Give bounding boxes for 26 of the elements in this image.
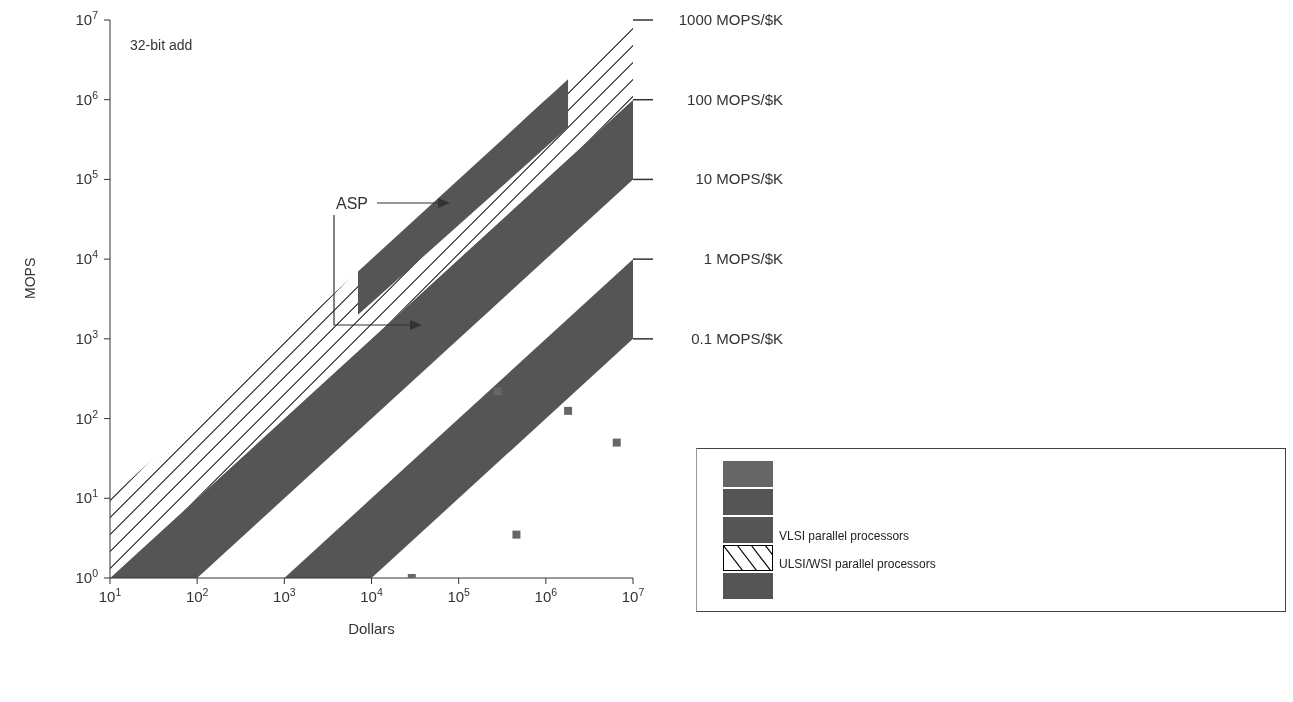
y-tick-label: 10$^{2}$ xyxy=(75,407,99,427)
y-tick-label: 10$^{1}$ xyxy=(75,487,99,507)
text: 1000 MOPS/$K xyxy=(678,11,783,28)
legend-label: ULSI/WSI parallel processors xyxy=(779,557,936,571)
annotation: 32-bit add xyxy=(130,37,193,53)
x-tick-label: 10$^{5}$ xyxy=(447,586,471,605)
x-tick-label: 10$^{1}$ xyxy=(98,586,122,605)
annotation: ASP xyxy=(335,195,369,212)
x-tick-label: 10$^{3}$ xyxy=(273,586,296,605)
x-tick-label: 10$^{2}$ xyxy=(185,586,209,605)
y-axis-title: MOPS xyxy=(21,257,38,299)
text: 10 MOPS/$K xyxy=(695,170,783,188)
y-tick-label: 10$^{7}$ xyxy=(75,9,99,28)
x-tick-label: 10$^{4}$ xyxy=(360,586,383,605)
text: 0.1 MOPS/$K xyxy=(691,329,783,347)
x-axis-title: Dollars xyxy=(348,620,395,637)
legend-label: VLSI parallel processors xyxy=(779,529,910,543)
y-tick-label: 10$^{5}$ xyxy=(75,168,99,188)
text: 1 MOPS/$K xyxy=(703,250,783,268)
x-tick-label: 10$^{6}$ xyxy=(534,586,558,605)
y-tick-label: 10$^{0}$ xyxy=(75,567,99,586)
text: 100 MOPS/$K xyxy=(687,90,783,108)
x-tick-label: 10$^{7}$ xyxy=(621,586,645,605)
y-tick-label: 10$^{6}$ xyxy=(75,88,99,108)
y-tick-label: 10$^{4}$ xyxy=(75,248,99,268)
y-tick-label: 10$^{3}$ xyxy=(75,327,99,347)
